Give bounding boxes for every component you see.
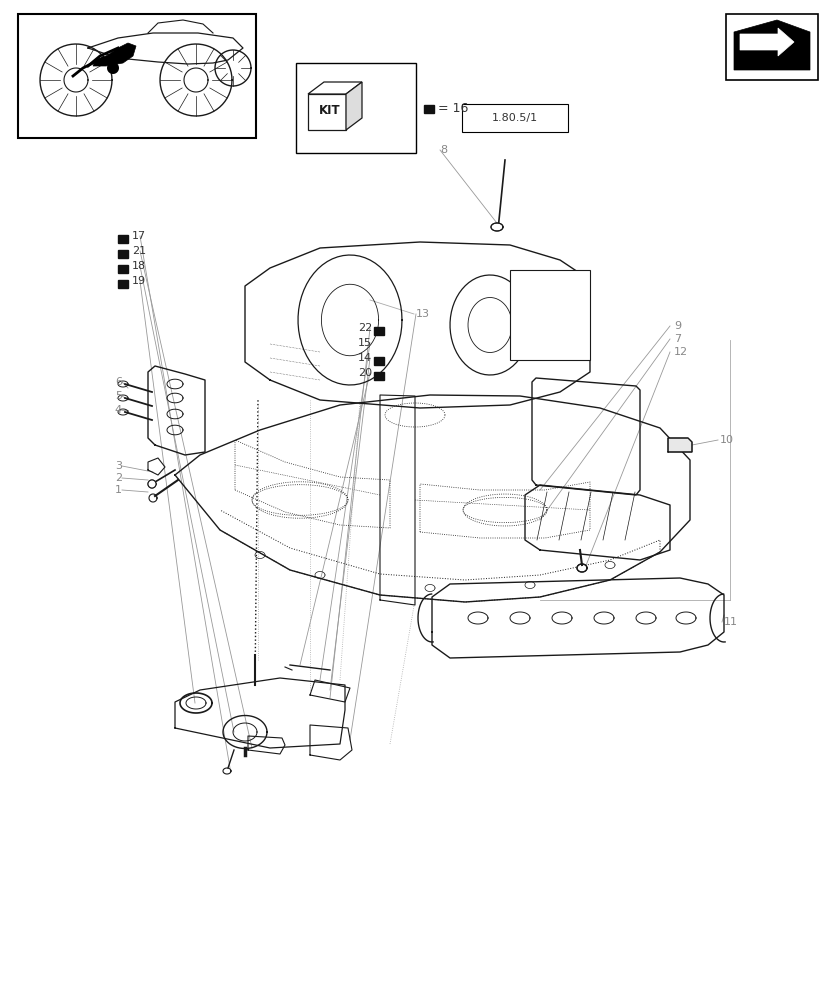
Bar (118, 234, 128, 243)
Text: 10: 10 (719, 435, 733, 445)
Text: 8: 8 (439, 145, 447, 155)
Text: 12: 12 (673, 347, 687, 357)
Polygon shape (93, 43, 136, 66)
Text: 2: 2 (115, 473, 122, 483)
Bar (725, 14, 817, 80)
Polygon shape (346, 82, 361, 130)
Text: 18: 18 (131, 261, 146, 271)
Polygon shape (667, 438, 691, 452)
Text: KIT: KIT (318, 104, 341, 117)
Polygon shape (739, 28, 793, 56)
Text: 14: 14 (357, 353, 371, 363)
Polygon shape (308, 82, 361, 94)
Text: = 16: = 16 (437, 102, 468, 115)
Bar (509, 270, 590, 360)
Bar (461, 104, 567, 132)
Polygon shape (733, 20, 809, 70)
Bar (118, 249, 128, 258)
Text: 4: 4 (115, 405, 122, 415)
Bar (18, 14, 256, 138)
Text: 17: 17 (131, 231, 146, 241)
Bar (423, 105, 433, 113)
Polygon shape (490, 223, 502, 231)
Bar (118, 264, 128, 273)
Bar (295, 63, 415, 153)
Text: 5: 5 (115, 391, 122, 401)
Text: 19: 19 (131, 276, 146, 286)
Polygon shape (308, 94, 346, 130)
Polygon shape (148, 480, 155, 488)
Text: 21: 21 (131, 246, 146, 256)
Text: 6: 6 (115, 377, 122, 387)
Bar (374, 326, 384, 335)
Bar (118, 279, 128, 288)
Text: 9: 9 (673, 321, 681, 331)
Text: 3: 3 (115, 461, 122, 471)
Text: 1.80.5/1: 1.80.5/1 (491, 113, 538, 123)
Text: 11: 11 (723, 617, 737, 627)
Text: 22: 22 (357, 323, 371, 333)
Polygon shape (576, 564, 586, 572)
Polygon shape (107, 62, 119, 74)
Text: 20: 20 (357, 368, 371, 378)
Text: 1: 1 (115, 485, 122, 495)
Bar (374, 357, 384, 365)
Bar (374, 371, 384, 380)
Text: 15: 15 (357, 338, 371, 348)
Text: 13: 13 (415, 309, 429, 319)
Text: 7: 7 (673, 334, 681, 344)
